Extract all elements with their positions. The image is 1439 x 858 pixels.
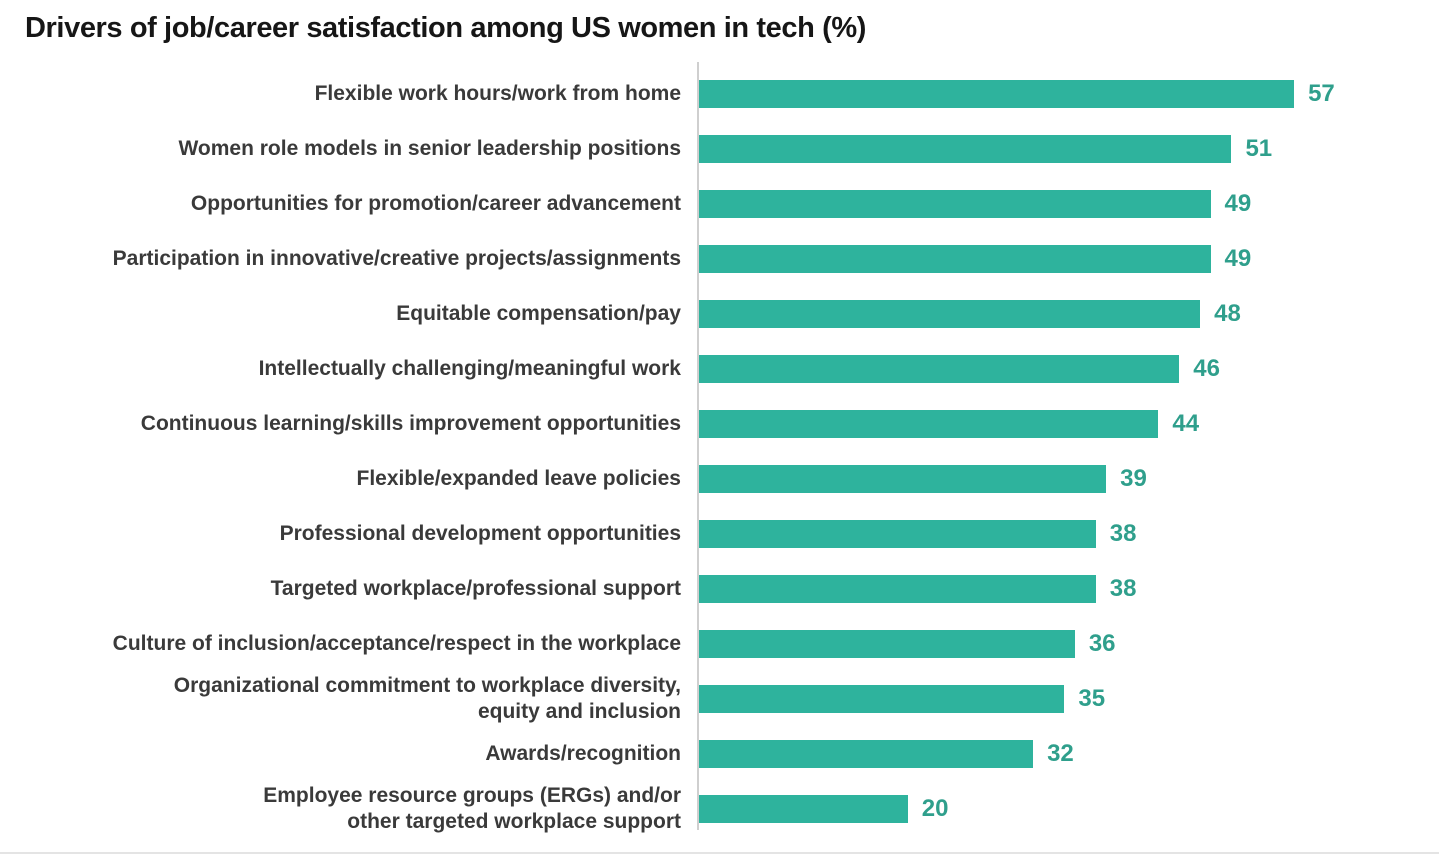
bar-row: Flexible/expanded leave policies 39 xyxy=(0,451,1439,506)
bar-row: Continuous learning/skills improvement o… xyxy=(0,396,1439,451)
value-label: 49 xyxy=(1224,244,1252,272)
bar-track: 20 xyxy=(699,781,1439,836)
value-label: 51 xyxy=(1245,134,1273,162)
bar-track: 44 xyxy=(699,396,1439,451)
category-label: Intellectually challenging/meaningful wo… xyxy=(258,356,681,380)
bar-row: Targeted workplace/professional support … xyxy=(0,561,1439,616)
value-label: 20 xyxy=(921,794,949,822)
bar-track: 49 xyxy=(699,231,1439,286)
bar xyxy=(699,134,1232,163)
bar-row: Intellectually challenging/meaningful wo… xyxy=(0,341,1439,396)
bar-track: 46 xyxy=(699,341,1439,396)
bar-track: 49 xyxy=(699,176,1439,231)
bar xyxy=(699,354,1180,383)
bar-track: 51 xyxy=(699,121,1439,176)
category-label: Women role models in senior leadership p… xyxy=(178,136,681,160)
category-label: Equitable compensation/pay xyxy=(396,301,681,325)
bar-row: Awards/recognition 32 xyxy=(0,726,1439,781)
category-label: Targeted workplace/professional support xyxy=(270,576,681,600)
bar-row: Employee resource groups (ERGs) and/or o… xyxy=(0,781,1439,836)
value-label: 38 xyxy=(1109,574,1137,602)
bar xyxy=(699,189,1211,218)
value-label: 39 xyxy=(1120,464,1147,492)
bar-row: Women role models in senior leadership p… xyxy=(0,121,1439,176)
bar-row: Organizational commitment to workplace d… xyxy=(0,671,1439,726)
category-label: Flexible/expanded leave policies xyxy=(356,466,681,490)
chart-title: Drivers of job/career satisfaction among… xyxy=(25,12,866,44)
bar xyxy=(699,409,1159,438)
bar-chart: Flexible work hours/work from home 57 Wo… xyxy=(0,62,1439,836)
bar xyxy=(699,464,1107,493)
value-label: 49 xyxy=(1224,189,1252,217)
category-label: Organizational commitment to workplace d… xyxy=(173,673,681,723)
category-label: Opportunities for promotion/career advan… xyxy=(190,191,681,215)
bar-row: Professional development opportunities 3… xyxy=(0,506,1439,561)
bar-track: 35 xyxy=(699,671,1439,726)
value-label: 35 xyxy=(1078,684,1106,712)
bar xyxy=(699,299,1201,328)
category-label: Employee resource groups (ERGs) and/or o… xyxy=(263,783,681,833)
value-label: 36 xyxy=(1088,629,1116,657)
bar-track: 57 xyxy=(699,66,1439,121)
bottom-divider xyxy=(0,852,1439,854)
bar xyxy=(699,574,1096,603)
bar-row: Equitable compensation/pay 48 xyxy=(0,286,1439,341)
category-label: Flexible work hours/work from home xyxy=(314,81,681,105)
bar-track: 36 xyxy=(699,616,1439,671)
value-label: 32 xyxy=(1047,739,1074,767)
value-label: 38 xyxy=(1109,519,1137,547)
y-axis-line xyxy=(697,62,699,830)
bar xyxy=(699,79,1295,108)
category-label: Awards/recognition xyxy=(485,741,681,765)
bar-row: Flexible work hours/work from home 57 xyxy=(0,66,1439,121)
category-label: Participation in innovative/creative pro… xyxy=(112,246,681,270)
value-label: 46 xyxy=(1193,354,1220,382)
bar-row: Culture of inclusion/acceptance/respect … xyxy=(0,616,1439,671)
bar xyxy=(699,794,908,823)
value-label: 48 xyxy=(1214,299,1241,327)
bar-track: 38 xyxy=(699,506,1439,561)
category-label: Culture of inclusion/acceptance/respect … xyxy=(112,631,681,655)
bar-track: 48 xyxy=(699,286,1439,341)
value-label: 44 xyxy=(1172,409,1200,437)
bar xyxy=(699,519,1096,548)
category-label: Professional development opportunities xyxy=(279,521,681,545)
bar xyxy=(699,629,1075,658)
bar-track: 38 xyxy=(699,561,1439,616)
category-label: Continuous learning/skills improvement o… xyxy=(140,411,681,435)
bar xyxy=(699,739,1034,768)
bar-track: 32 xyxy=(699,726,1439,781)
bar-rows: Flexible work hours/work from home 57 Wo… xyxy=(0,66,1439,836)
bar xyxy=(699,684,1065,713)
value-label: 57 xyxy=(1308,79,1335,107)
bar xyxy=(699,244,1211,273)
bar-row: Opportunities for promotion/career advan… xyxy=(0,176,1439,231)
bar-row: Participation in innovative/creative pro… xyxy=(0,231,1439,286)
bar-track: 39 xyxy=(699,451,1439,506)
